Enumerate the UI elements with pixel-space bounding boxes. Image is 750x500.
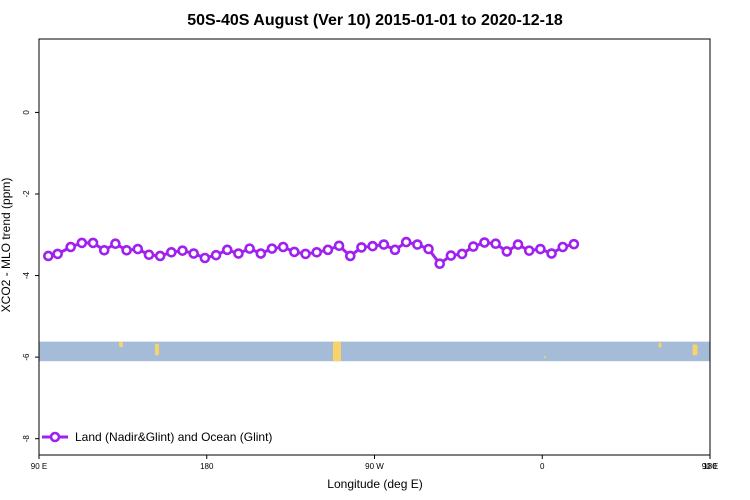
data-point — [244, 243, 255, 254]
data-point — [546, 248, 557, 259]
data-point — [266, 243, 278, 254]
y-axis-title: XCO2 - MLO trend (ppm) — [0, 178, 13, 313]
data-point — [356, 242, 367, 253]
data-point — [233, 248, 244, 259]
x-tick-label: 180 — [703, 462, 717, 471]
data-point — [434, 258, 446, 270]
data-point — [210, 249, 222, 261]
data-point — [367, 240, 378, 252]
data-point — [154, 250, 166, 262]
data-point — [199, 252, 211, 264]
data-point — [98, 244, 110, 256]
data-point — [43, 250, 54, 262]
data-point — [501, 246, 513, 257]
y-tick-label: 0 — [22, 110, 31, 115]
x-tick-label: 90 E — [31, 462, 47, 471]
legend-label: Land (Nadir&Glint) and Ocean (Glint) — [75, 430, 272, 444]
map-strip — [39, 341, 710, 362]
data-point — [389, 244, 401, 256]
land-patch — [692, 344, 698, 356]
x-tick-label: 180 — [200, 462, 214, 471]
x-tick-label: 0 — [540, 462, 545, 471]
data-point — [423, 243, 434, 255]
data-point — [378, 239, 390, 250]
legend: Land (Nadir&Glint) and Ocean (Glint) — [42, 430, 272, 444]
y-tick-label: -8 — [22, 435, 31, 443]
data-point — [445, 250, 457, 261]
data-point — [322, 244, 334, 256]
data-point — [333, 240, 345, 252]
series-layer — [43, 236, 580, 270]
legend-swatch-marker — [49, 431, 61, 443]
data-point — [479, 237, 490, 248]
data-point — [52, 248, 63, 260]
ocean-band — [39, 341, 710, 362]
y-tick-label: -4 — [22, 271, 31, 279]
data-point — [311, 247, 323, 258]
data-point — [344, 250, 356, 262]
data-point — [132, 243, 144, 255]
x-axis-title: Longitude (deg E) — [327, 477, 422, 491]
data-point — [87, 237, 99, 249]
data-point — [177, 245, 188, 256]
data-point — [277, 241, 289, 253]
data-point — [490, 238, 501, 250]
data-point — [300, 248, 311, 260]
data-point — [121, 244, 132, 256]
data-point — [512, 239, 524, 250]
data-point — [535, 243, 546, 255]
chart-title: 50S-40S August (Ver 10) 2015-01-01 to 20… — [187, 12, 563, 29]
data-point — [110, 238, 121, 250]
data-point — [221, 244, 233, 256]
data-point — [400, 236, 412, 248]
x-tick-label: 90 W — [365, 462, 384, 471]
land-patch — [658, 342, 662, 348]
data-point — [456, 248, 468, 260]
y-tick-label: -6 — [22, 353, 31, 361]
data-point — [412, 239, 423, 250]
data-point — [557, 241, 569, 253]
land-patch — [544, 356, 546, 359]
data-point — [523, 245, 535, 256]
data-point — [143, 249, 155, 261]
data-point — [467, 241, 479, 252]
data-point — [289, 246, 300, 258]
data-point — [65, 241, 76, 253]
y-axis: 0 -2 -4 -6 -8 — [22, 110, 39, 443]
land-patch — [155, 343, 159, 356]
data-point — [568, 238, 580, 250]
land-patch-south-america — [333, 341, 341, 362]
data-point — [188, 248, 200, 259]
data-point — [166, 247, 177, 258]
land-patch — [119, 341, 123, 348]
data-point — [76, 237, 88, 249]
data-point — [255, 248, 267, 259]
y-tick-label: -2 — [22, 190, 31, 198]
x-tick-label: 90 E — [702, 462, 718, 471]
